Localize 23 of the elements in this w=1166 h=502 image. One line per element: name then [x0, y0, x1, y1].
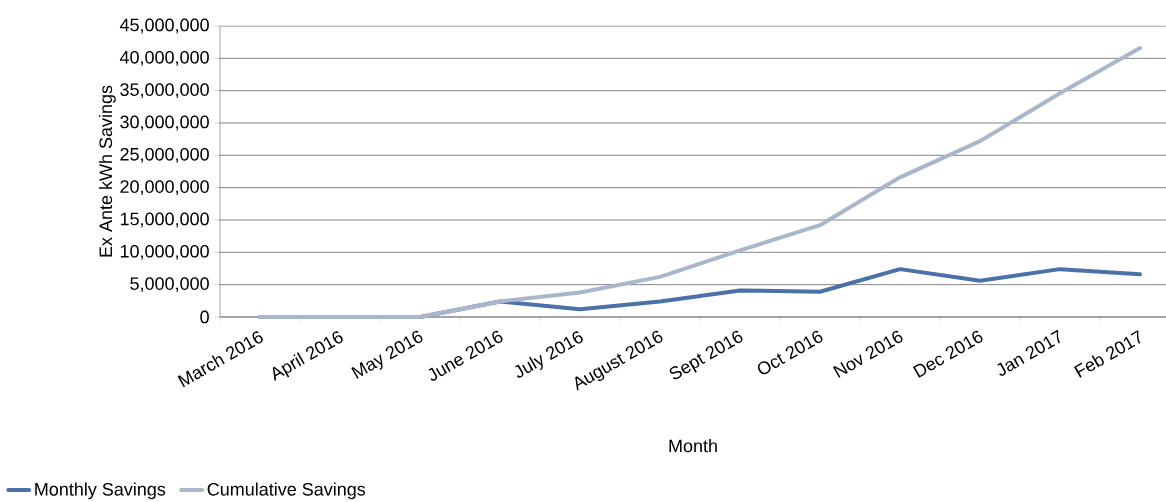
- y-tick-label: 5,000,000: [130, 277, 209, 293]
- x-tick-label: April 2016: [272, 331, 343, 381]
- y-tick-label: 20,000,000: [120, 180, 209, 196]
- x-tick-label: Nov 2016: [832, 330, 903, 378]
- y-tick-label: 15,000,000: [120, 212, 209, 228]
- y-tick-label: 40,000,000: [119, 50, 209, 66]
- y-tick-label: 25,000,000: [120, 147, 209, 163]
- y-tick-label: 35,000,000: [120, 83, 209, 99]
- x-tick-label: June 2016: [428, 330, 503, 381]
- legend-label: Cumulative Savings: [207, 482, 366, 500]
- x-tick-label: Jan 2017: [997, 329, 1061, 376]
- y-tick-label: 0: [200, 310, 209, 324]
- x-tick-label: Dec 2016: [912, 330, 983, 378]
- x-tick-label: May 2016: [351, 330, 423, 379]
- x-tick-label: Feb 2017: [1074, 330, 1141, 378]
- x-tick-label: Oct 2016: [757, 330, 823, 375]
- y-tick-label: 30,000,000: [120, 115, 209, 131]
- y-axis-title: Ex Ante kWh Savings: [98, 85, 116, 257]
- y-tick-label: 10,000,000: [120, 244, 209, 260]
- x-tick-label: Sept 2016: [669, 330, 743, 380]
- y-tick-label: 45,000,000: [119, 18, 209, 34]
- legend-label: Monthly Savings: [35, 482, 166, 500]
- x-axis-title: Month: [669, 439, 717, 453]
